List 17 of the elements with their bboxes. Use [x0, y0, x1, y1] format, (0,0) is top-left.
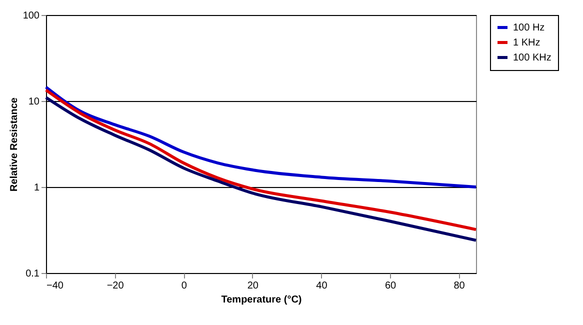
legend-label: 1 KHz — [513, 38, 540, 48]
legend-label: 100 Hz — [513, 22, 545, 34]
y-tick-label: 1 — [34, 182, 40, 194]
x-tick-label: 60 — [384, 280, 396, 292]
x-tick-label: 20 — [247, 280, 259, 292]
x-tick-label: 80 — [454, 280, 466, 292]
x-tick-label: 0 — [181, 280, 188, 292]
x-tick-label: 40 — [316, 280, 328, 292]
legend-label: 100 KHz — [513, 52, 552, 64]
y-tick-label: 100 — [22, 10, 40, 22]
y-tick-label: 10 — [28, 96, 40, 108]
y-tick-label: 0.1 — [26, 268, 40, 280]
x-tick-label: −20 — [106, 280, 124, 292]
x-axis-title: Temperature (°C) — [221, 294, 302, 306]
x-tick-label: −40 — [46, 280, 64, 292]
y-axis-title: Relative Resistance — [8, 97, 20, 192]
line-series — [44, 86, 478, 188]
